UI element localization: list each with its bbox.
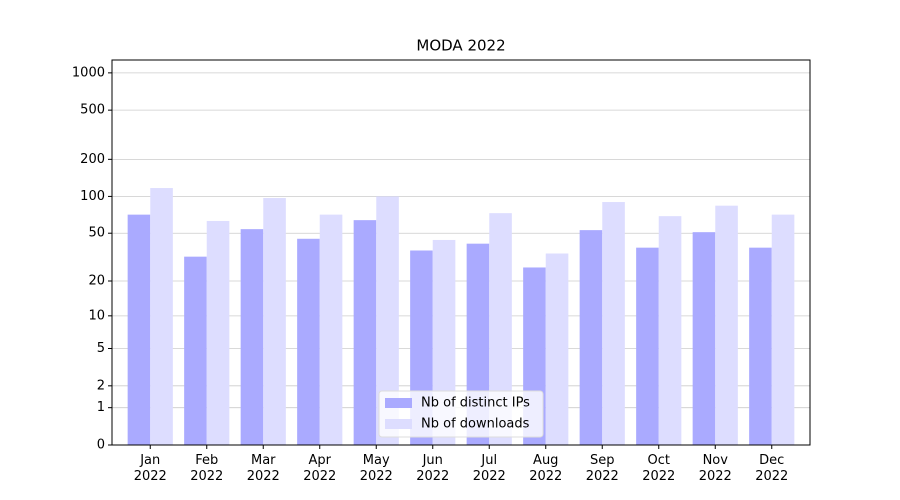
bar bbox=[749, 247, 772, 445]
bar bbox=[184, 256, 207, 445]
legend-label: Nb of distinct IPs bbox=[421, 396, 530, 411]
x-tick-label: Dec 2022 bbox=[755, 453, 789, 484]
x-tick-label: Feb 2022 bbox=[190, 453, 224, 484]
y-tick-label: 0 bbox=[97, 438, 105, 453]
y-tick-label: 20 bbox=[88, 274, 105, 289]
legend: Nb of distinct IPs Nb of downloads bbox=[378, 390, 544, 438]
bar bbox=[602, 202, 625, 445]
y-tick-label: 500 bbox=[80, 103, 105, 118]
bar bbox=[127, 214, 151, 445]
legend-swatch bbox=[385, 419, 412, 429]
legend-label: Nb of downloads bbox=[421, 417, 530, 432]
bar bbox=[206, 220, 230, 445]
bar bbox=[319, 214, 343, 445]
x-tick-label: Apr 2022 bbox=[303, 453, 337, 484]
y-tick-label: 1 bbox=[97, 400, 105, 415]
legend-box bbox=[378, 390, 544, 438]
bar bbox=[297, 238, 320, 445]
bar bbox=[240, 229, 264, 445]
y-tick-label: 200 bbox=[80, 152, 105, 167]
bar bbox=[579, 230, 603, 445]
chart-title: MODA 2022 bbox=[416, 37, 505, 55]
x-tick-label: Mar 2022 bbox=[246, 453, 280, 484]
bar bbox=[263, 198, 286, 445]
x-tick-label: Sep 2022 bbox=[585, 453, 619, 484]
x-tick-label: Aug 2022 bbox=[529, 453, 563, 484]
bar bbox=[489, 213, 512, 445]
legend-swatch bbox=[385, 398, 412, 408]
bar bbox=[715, 205, 738, 445]
y-tick-label: 50 bbox=[88, 226, 105, 241]
x-tick-label: Oct 2022 bbox=[642, 453, 676, 484]
bar bbox=[658, 216, 682, 445]
y-tick-label: 1000 bbox=[72, 65, 105, 80]
bar bbox=[545, 253, 569, 445]
x-tick-label: Jun 2022 bbox=[416, 453, 450, 484]
x-tick-label: Jan 2022 bbox=[133, 453, 167, 484]
bar bbox=[376, 196, 399, 445]
y-tick-label: 2 bbox=[97, 378, 105, 393]
y-tick-label: 100 bbox=[80, 189, 105, 204]
y-tick-label: 10 bbox=[88, 308, 105, 323]
plot-frame bbox=[111, 59, 811, 446]
bar bbox=[636, 247, 659, 445]
bar bbox=[353, 220, 377, 445]
bar bbox=[150, 188, 173, 445]
y-tick-label: 5 bbox=[97, 341, 105, 356]
bar bbox=[692, 232, 716, 445]
bar bbox=[771, 214, 795, 445]
x-tick-label: Jul 2022 bbox=[472, 453, 506, 484]
x-tick-label: May 2022 bbox=[359, 453, 393, 484]
x-tick-label: Nov 2022 bbox=[698, 453, 732, 484]
